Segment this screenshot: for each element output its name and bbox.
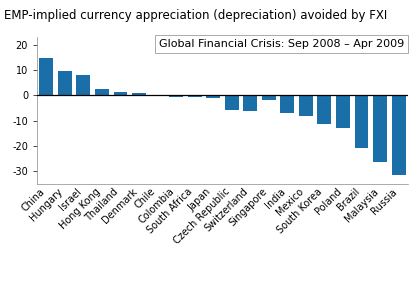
Bar xyxy=(373,95,387,162)
Bar xyxy=(58,71,72,95)
Bar xyxy=(169,95,183,97)
Bar xyxy=(95,89,109,95)
Bar xyxy=(355,95,368,148)
Bar xyxy=(151,95,164,96)
Text: Global Financial Crisis: Sep 2008 – Apr 2009: Global Financial Crisis: Sep 2008 – Apr … xyxy=(159,39,404,49)
Bar xyxy=(243,95,257,111)
Bar xyxy=(299,95,313,116)
Bar xyxy=(281,95,294,113)
Bar xyxy=(225,95,239,110)
Bar xyxy=(318,95,331,124)
Bar xyxy=(40,58,53,95)
Bar xyxy=(188,95,201,97)
Bar xyxy=(392,95,405,175)
Bar xyxy=(336,95,350,128)
Bar xyxy=(132,93,146,95)
Bar xyxy=(206,95,220,98)
Bar xyxy=(77,75,90,95)
Text: EMP-implied currency appreciation (depreciation) avoided by FXI: EMP-implied currency appreciation (depre… xyxy=(4,9,387,22)
Bar xyxy=(114,92,127,95)
Bar xyxy=(262,95,276,100)
